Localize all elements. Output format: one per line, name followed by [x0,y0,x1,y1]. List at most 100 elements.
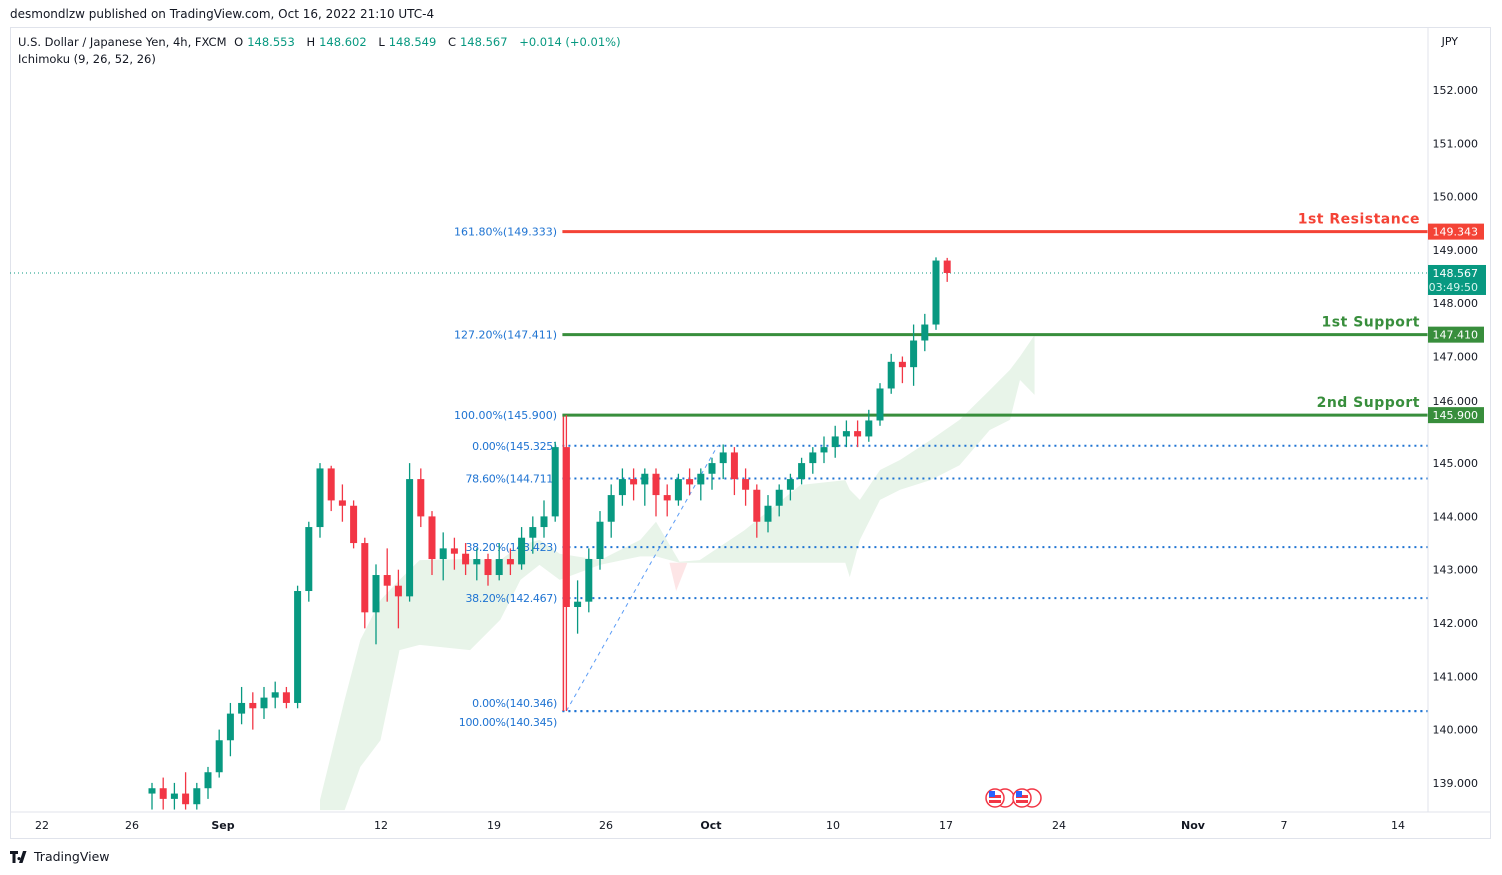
fib-level-label: 0.00%(140.346) [472,697,557,710]
candle-body [204,772,212,789]
price-tick-label: 152.000 [1433,84,1479,97]
candle-body [182,793,190,805]
candle [887,353,895,394]
chart-legend: U.S. Dollar / Japanese Yen, 4h, FXCM O 14… [18,34,625,68]
candle [596,511,604,570]
candle [674,473,682,506]
candle [473,548,481,581]
candle-body [282,692,290,703]
candle-body [876,388,884,421]
level-badge-text: 147.410 [1433,329,1479,342]
level-name: 2nd Support [1317,395,1420,411]
candle [327,465,335,512]
candle-body [719,452,727,464]
candle [618,468,626,506]
candle-body [305,527,313,592]
candle [406,463,414,602]
candle-body [910,340,918,368]
us-flag-event-icon[interactable] [985,788,1015,808]
fib-level-label: 38.20%(142.467) [465,592,557,605]
candle [809,447,817,474]
candle [551,441,559,522]
candle [316,463,324,538]
level-badge-text: 145.900 [1433,409,1479,422]
level-badge [1428,407,1484,424]
candle [372,564,380,645]
candle [786,473,794,501]
high-value: 148.602 [319,35,367,49]
bar-countdown-text: 03:49:50 [1429,281,1478,294]
candle [182,772,190,810]
candle-body [798,463,806,480]
candle [215,729,223,778]
candle-body [562,447,570,608]
fib-level-label: 100.00%(140.345) [459,716,557,729]
candle [350,500,358,549]
ohlc-high: H 148.602 [306,35,370,49]
candle [842,420,850,448]
candle-body [574,601,582,608]
candle-body [898,361,906,368]
time-tick-label: 22 [35,819,49,832]
candle-body [428,516,436,560]
candle [865,409,873,442]
ohlc-close: C 148.567 [448,35,512,49]
ohlc-open: O 148.553 [234,35,299,49]
price-tick-label: 140.000 [1433,724,1479,737]
ichimoku-cloud [320,335,1035,811]
ichimoku-cloud-bearish [669,562,688,592]
candle-body [417,479,425,517]
high-label: H [306,35,316,49]
candle [697,468,705,501]
candle-body [786,479,794,490]
candle-body [439,548,447,560]
candle-body [663,495,671,501]
candle [574,580,582,634]
indicator-title[interactable]: Ichimoku (9, 26, 52, 26) [18,52,156,66]
candle-body [316,468,324,528]
low-value: 148.549 [388,35,437,49]
candle [742,468,750,506]
candle-body [596,521,604,560]
currency-label: JPY [1441,35,1459,48]
candle [719,444,727,480]
candle-body [932,260,940,325]
close-value: 148.567 [459,35,508,49]
candle [764,495,772,533]
candle-body [327,468,335,501]
tradingview-brand[interactable]: TradingView [10,849,110,864]
candle [428,511,436,576]
candle-body [943,260,951,273]
candle [798,457,806,485]
candle-body [462,553,470,565]
candle [641,468,649,506]
fib-level-label: 161.80%(149.333) [454,226,557,239]
fib-trend-line [565,445,719,712]
candle-body [450,548,458,554]
candle-body [585,559,593,602]
candle [170,782,178,810]
symbol-title[interactable]: U.S. Dollar / Japanese Yen, 4h, FXCM [18,35,227,49]
chart-frame [10,27,1491,839]
candle-body [529,527,537,538]
open-label: O [234,35,244,49]
candle-body [775,489,783,506]
level-badge [1428,223,1484,240]
candle-body [484,559,492,576]
candle [338,484,346,522]
flag-stripe [989,800,1001,803]
candle [506,548,514,576]
candle [462,543,470,576]
candle-body [271,692,279,698]
fib-levels: 0.00%(145.325) 78.60%(144.711) 38.20%(143.… [10,212,1428,729]
candle-body [641,473,649,485]
us-flag-event-icon[interactable] [1012,788,1042,808]
candle [148,782,156,810]
candle-body [652,473,660,496]
time-tick-label: Nov [1181,819,1206,832]
candle [652,468,660,517]
candle-body [854,431,862,437]
candle [529,516,537,554]
candle [730,447,738,496]
